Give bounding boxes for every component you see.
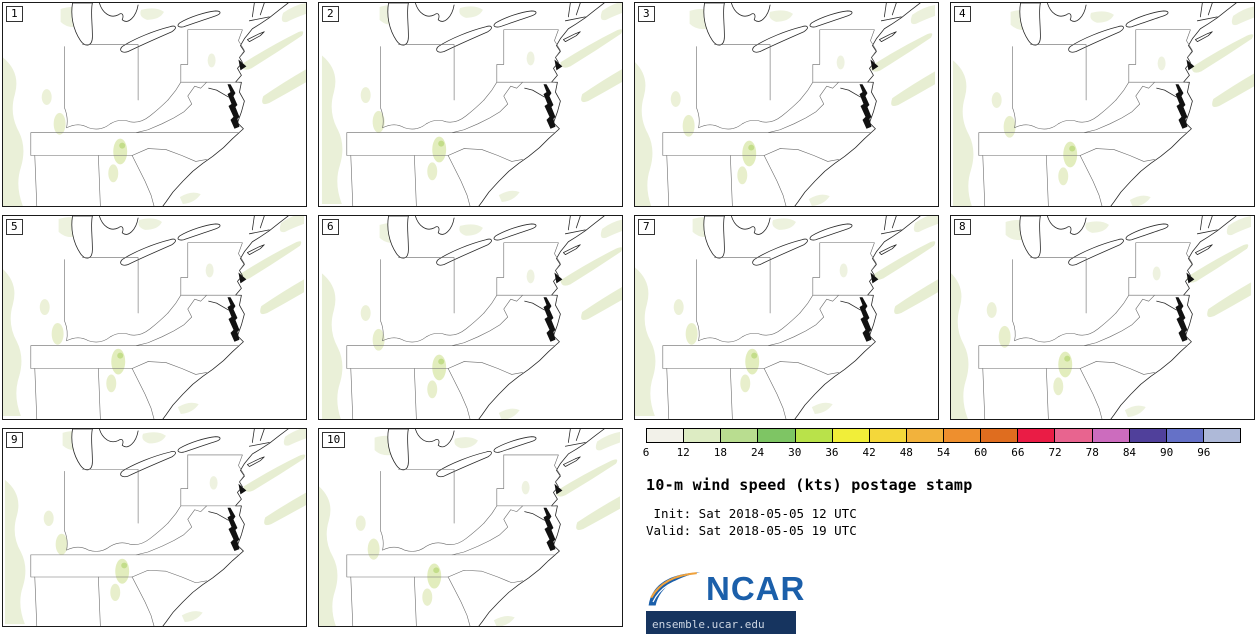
ncar-url-bar: ensemble.ucar.edu (646, 611, 796, 634)
wind-map (951, 216, 1252, 419)
colorbar-tick: 24 (750, 446, 765, 459)
colorbar-tick: 66 (1011, 446, 1025, 459)
colorbar-segment (684, 429, 722, 442)
panel-number: 2 (322, 6, 339, 22)
ncar-url: ensemble.ucar.edu (652, 618, 765, 631)
forecast-panel-9: 9 (2, 428, 307, 627)
colorbar-tick: 48 (899, 446, 913, 459)
colorbar-tick: 96 (1197, 446, 1211, 459)
forecast-panel-10: 10 (318, 428, 623, 627)
colorbar-tick: 30 (788, 446, 802, 459)
panel-number: 1 (6, 6, 23, 22)
ncar-wordmark: NCAR (706, 569, 806, 607)
forecast-panel-8: 8 (950, 215, 1255, 420)
colorbar-tick: 36 (825, 446, 839, 459)
colorbar-segment (1018, 429, 1056, 442)
panel-number: 4 (954, 6, 971, 22)
forecast-panel-4: 4 (950, 2, 1255, 207)
colorbar-wrap: 6 12 18 24 30 36 42 48 54 60 66 72 78 84 90 96 (642, 428, 1241, 459)
wind-map (321, 3, 622, 206)
colorbar-tick: 6 (642, 446, 650, 459)
colorbar-ticks: 6 12 18 24 30 36 42 48 54 60 66 72 78 84 90 96 (642, 443, 1241, 459)
colorbar-segment (944, 429, 982, 442)
colorbar-segment (1203, 429, 1240, 442)
colorbar-tick: 54 (936, 446, 951, 459)
forecast-panel-6: 6 (318, 215, 623, 420)
wind-map (319, 429, 621, 626)
valid-time: Valid: Sat 2018-05-05 19 UTC (646, 522, 857, 538)
colorbar-tick: 12 (676, 446, 690, 459)
wind-map (4, 429, 306, 626)
colorbar-segment (869, 429, 907, 442)
colorbar-tick: 18 (713, 446, 727, 459)
panel-number: 5 (6, 219, 23, 235)
panel-number: 6 (322, 219, 339, 235)
colorbar-segment (758, 429, 796, 442)
colorbar-segment (981, 429, 1019, 442)
wind-map (321, 216, 622, 419)
wind-map (3, 3, 306, 206)
legend-info-block: 6 12 18 24 30 36 42 48 54 60 66 72 78 84 90 96 10-m win… (634, 428, 1255, 634)
forecast-panel-7: 7 (634, 215, 939, 420)
init-valid-times: Init: Sat 2018-05-05 12 UTC Valid: Sat 2… (646, 506, 857, 540)
forecast-panel-5: 5 (2, 215, 307, 420)
colorbar (646, 428, 1241, 443)
colorbar-segment (721, 429, 759, 442)
colorbar-segment (832, 429, 870, 442)
colorbar-tick: 42 (862, 446, 876, 459)
forecast-panel-1: 1 (2, 2, 307, 207)
colorbar-tick: 90 (1160, 446, 1174, 459)
colorbar-segment (647, 429, 685, 442)
ncar-swoosh-icon (648, 572, 701, 606)
forecast-panel-3: 3 (634, 2, 939, 207)
panel-number: 10 (322, 432, 346, 448)
colorbar-tick: 60 (974, 446, 988, 459)
forecast-panel-2: 2 (318, 2, 623, 207)
colorbar-segment (906, 429, 944, 442)
panel-number: 3 (638, 6, 655, 22)
wind-map (952, 3, 1254, 206)
colorbar-tick: 84 (1122, 446, 1137, 459)
panel-number: 7 (638, 219, 655, 235)
colorbar-segment (1055, 429, 1093, 442)
colorbar-segment (1092, 429, 1130, 442)
ncar-logo-top: NCAR (646, 568, 836, 608)
colorbar-segment (795, 429, 833, 442)
plot-title: 10-m wind speed (kts) postage stamp (646, 476, 973, 494)
wind-map (3, 216, 305, 419)
colorbar-tick: 78 (1085, 446, 1099, 459)
ncar-logo: NCAR ensemble.ucar.edu (646, 568, 836, 634)
wind-map (635, 216, 938, 419)
wind-map (635, 3, 936, 206)
init-time: Init: Sat 2018-05-05 12 UTC (646, 506, 857, 521)
colorbar-tick: 72 (1048, 446, 1062, 459)
colorbar-segment (1166, 429, 1204, 442)
panel-number: 8 (954, 219, 971, 235)
panel-number: 9 (6, 432, 23, 448)
colorbar-segment (1129, 429, 1167, 442)
